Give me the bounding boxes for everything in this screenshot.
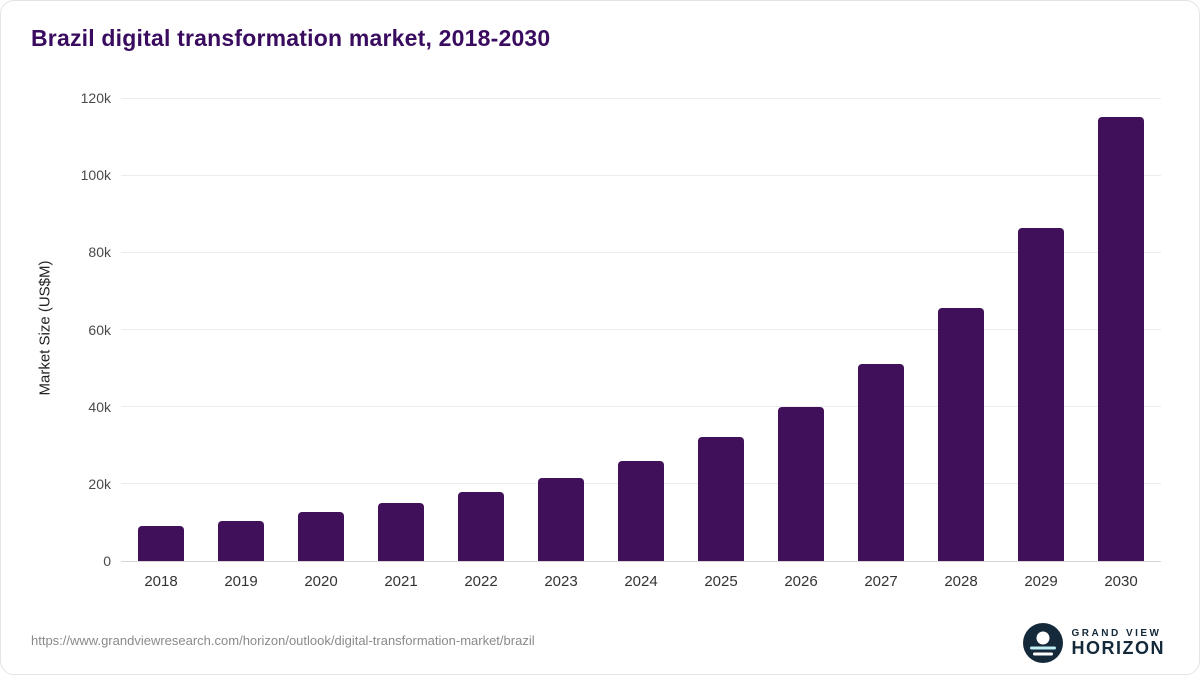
y-tick-label-0: 0 xyxy=(103,553,111,569)
bar-slot-2022 xyxy=(441,98,521,561)
bar-slot-2020 xyxy=(281,98,361,561)
gridline-120k xyxy=(121,97,1161,99)
logo-text: GRAND VIEW HORIZON xyxy=(1072,628,1166,659)
bar-2022 xyxy=(458,492,504,561)
x-tick-label-2029: 2029 xyxy=(1024,573,1058,590)
bar-2026 xyxy=(778,406,824,561)
horizon-logo-icon xyxy=(1022,623,1063,663)
y-tick-label-40k: 40k xyxy=(88,398,111,415)
bar-slot-2019 xyxy=(201,98,281,561)
bar-slot-2021 xyxy=(361,98,441,561)
bar-slot-2025 xyxy=(681,98,761,561)
gridline-40k xyxy=(121,406,1161,408)
source-url: https://www.grandviewresearch.com/horizo… xyxy=(31,633,535,648)
bar-2019 xyxy=(218,520,264,561)
x-tick-label-2027: 2027 xyxy=(864,573,898,590)
bar-slot-2024 xyxy=(601,98,681,561)
x-tick-label-2020: 2020 xyxy=(304,573,338,590)
bar-2029 xyxy=(1018,228,1064,561)
logo-text-horizon: HORIZON xyxy=(1071,637,1165,658)
y-tick-label-120k: 120k xyxy=(80,90,111,106)
x-tick-label-2025: 2025 xyxy=(704,573,738,590)
logo-text-grand-view: GRAND VIEW xyxy=(1071,627,1162,639)
bar-slot-2018 xyxy=(121,98,201,561)
bar-2020 xyxy=(298,512,344,561)
chart-title: Brazil digital transformation market, 20… xyxy=(31,25,551,51)
x-tick-label-2019: 2019 xyxy=(224,573,258,590)
gridline-0 xyxy=(121,560,1161,562)
x-tick-label-2023: 2023 xyxy=(544,573,578,590)
x-axis-labels: 2018 2019 2020 2021 2022 2023 2024 2025 2026 2027… xyxy=(121,573,1161,590)
plot-area xyxy=(121,97,1161,562)
x-tick-label-2024: 2024 xyxy=(624,573,658,590)
bar-slot-2026 xyxy=(761,98,841,561)
y-tick-label-20k: 20k xyxy=(88,475,111,492)
x-tick-label-2028: 2028 xyxy=(944,573,978,590)
bar-2018 xyxy=(138,526,184,561)
bar-slot-2028 xyxy=(921,98,1001,561)
bar-slot-2027 xyxy=(841,98,921,561)
y-tick-label-100k: 100k xyxy=(80,167,111,184)
x-tick-label-2022: 2022 xyxy=(464,573,498,590)
x-tick-label-2018: 2018 xyxy=(144,573,178,590)
bar-slot-2029 xyxy=(1001,98,1081,561)
gridline-60k xyxy=(121,329,1161,330)
bar-slot-2023 xyxy=(521,98,601,561)
bar-series xyxy=(121,98,1161,561)
bar-slot-2030 xyxy=(1081,98,1161,561)
gridline-80k xyxy=(121,251,1161,253)
x-tick-label-2026: 2026 xyxy=(784,573,818,590)
bar-2021 xyxy=(378,503,424,561)
brand-logo: GRAND VIEW HORIZON xyxy=(1022,623,1166,663)
bar-2024 xyxy=(618,460,664,561)
y-tick-label-80k: 80k xyxy=(88,244,111,261)
bar-2023 xyxy=(538,478,584,561)
bar-2025 xyxy=(698,436,744,561)
bar-2028 xyxy=(938,308,984,561)
bar-2027 xyxy=(858,364,904,561)
gridline-100k xyxy=(121,174,1161,176)
y-tick-label-60k: 60k xyxy=(88,321,111,338)
bar-2030 xyxy=(1098,117,1144,561)
x-tick-label-2030: 2030 xyxy=(1104,573,1138,590)
x-tick-label-2021: 2021 xyxy=(384,573,418,590)
